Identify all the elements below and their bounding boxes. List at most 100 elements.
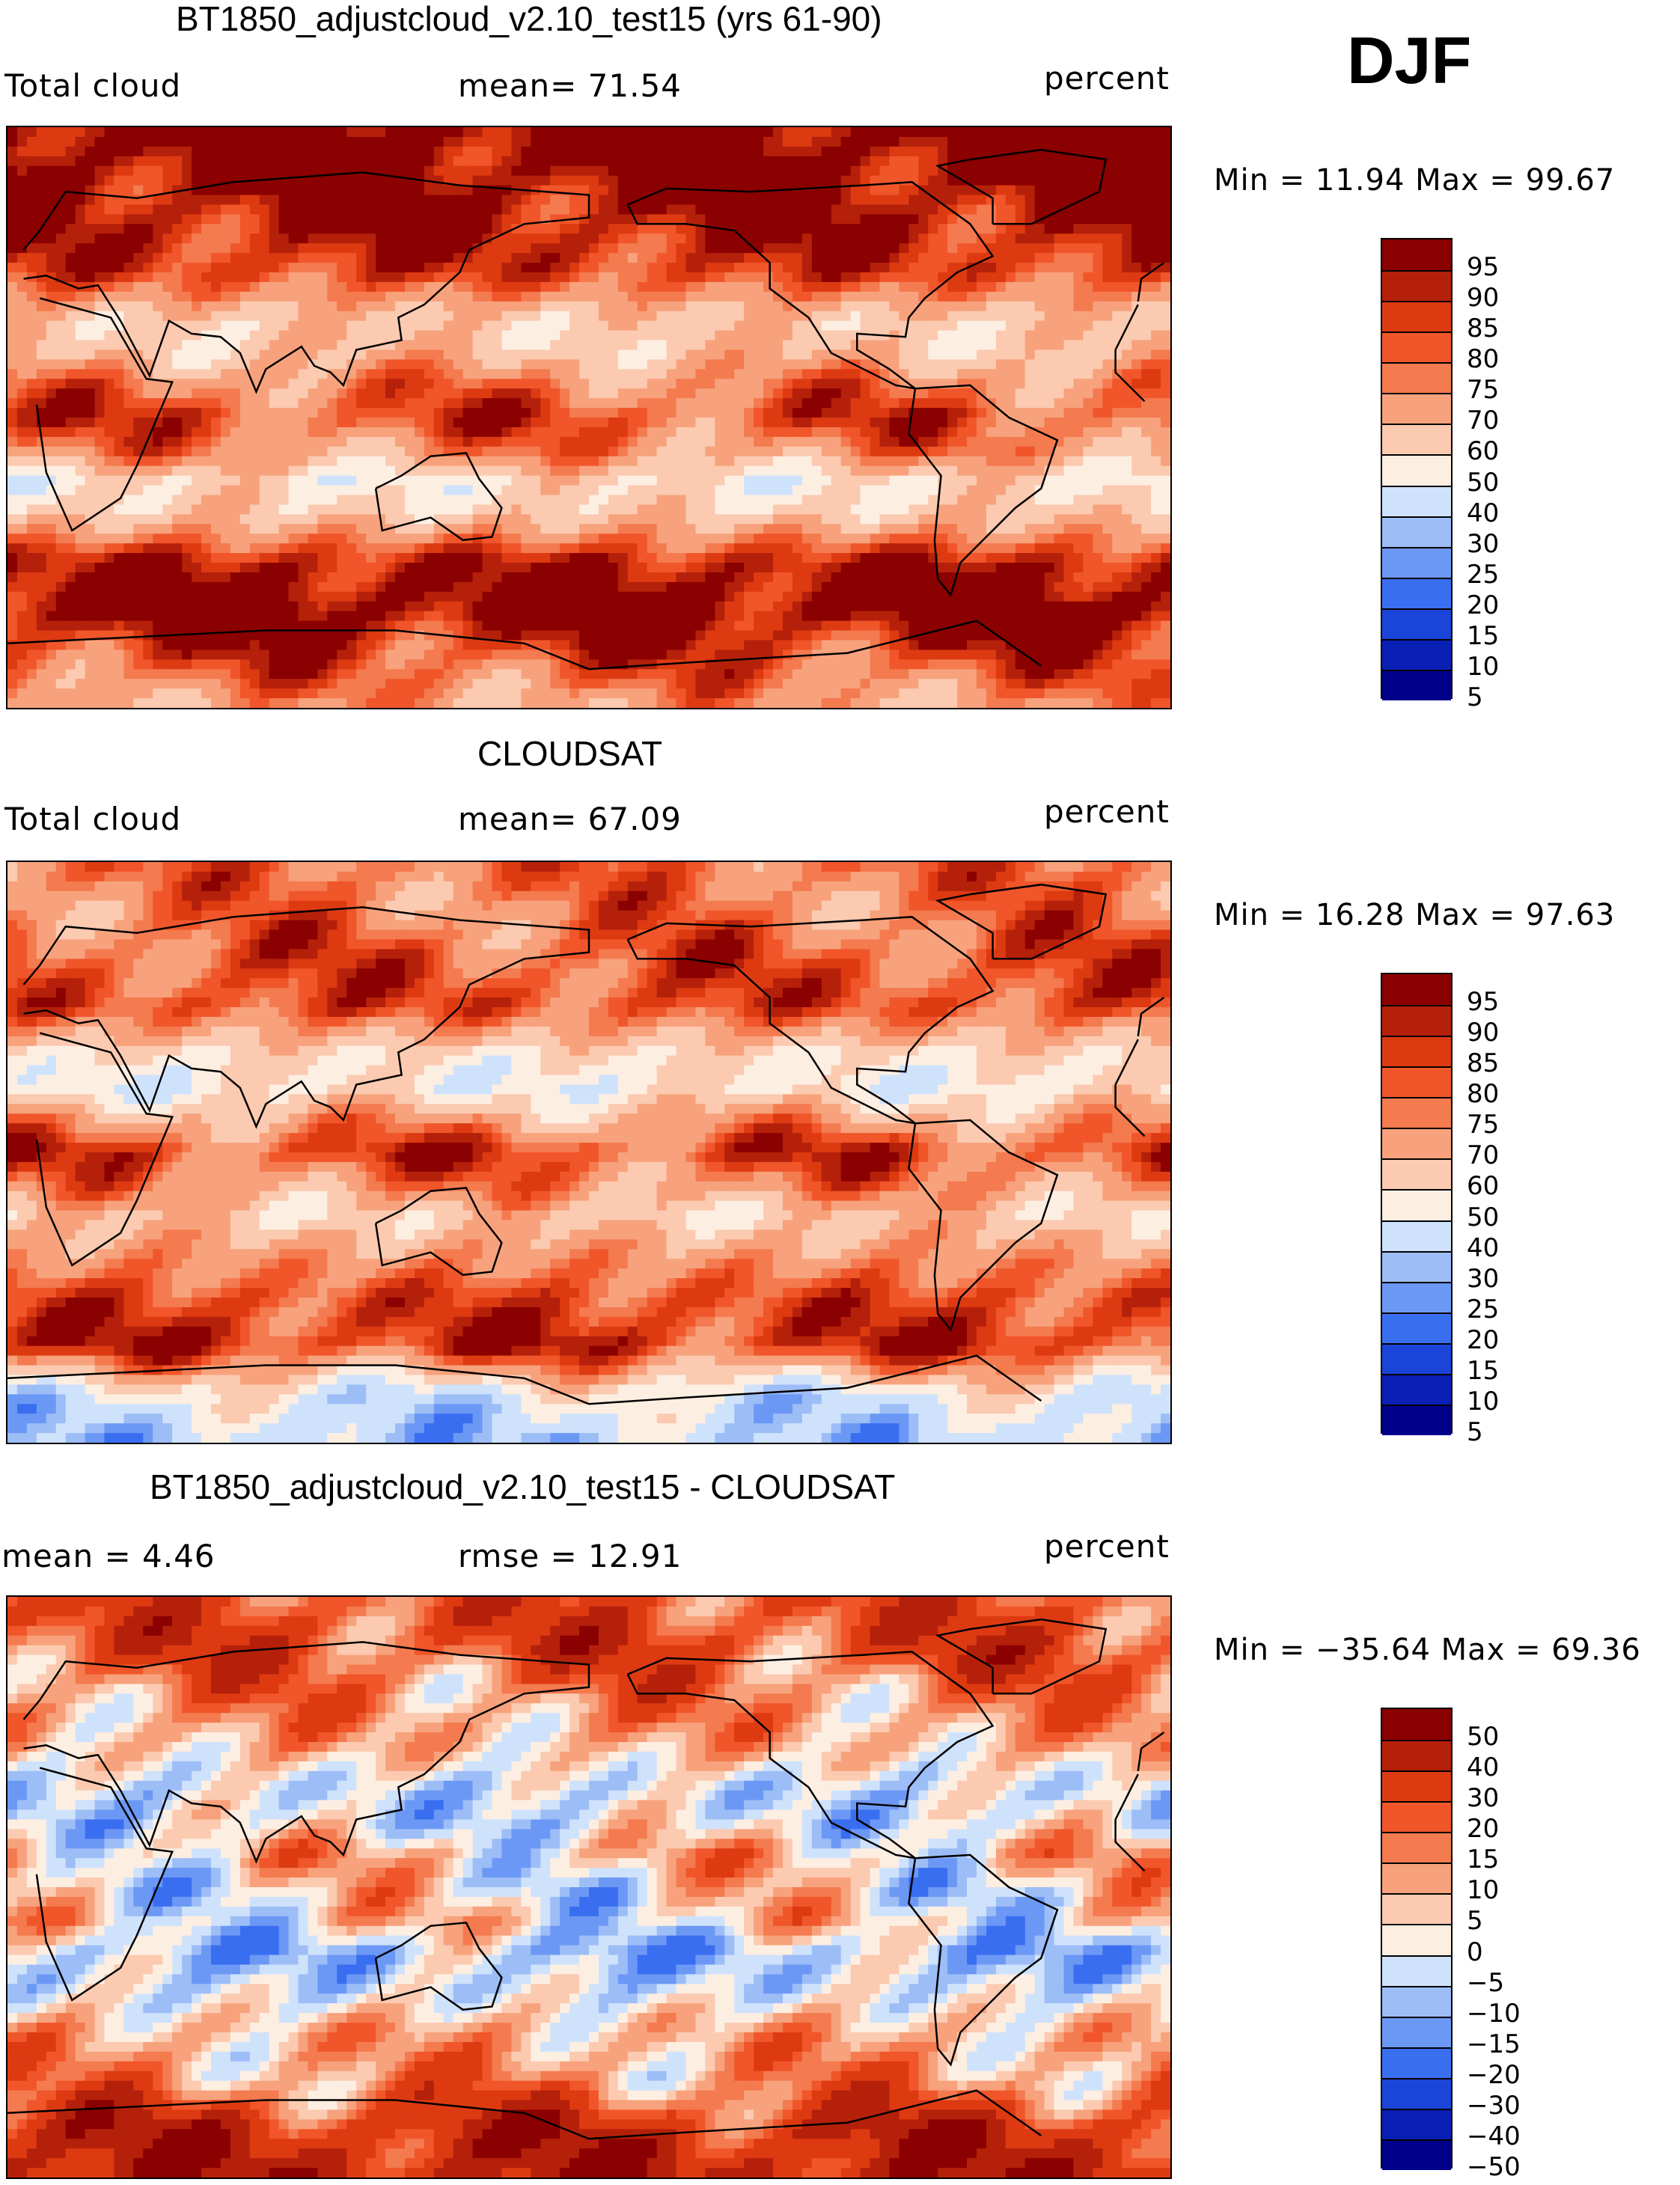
field-cell (230, 514, 241, 525)
field-cell (811, 301, 822, 312)
field-cell (182, 349, 192, 360)
field-cell (1073, 514, 1084, 525)
field-cell (1054, 301, 1065, 312)
field-cell (327, 504, 337, 515)
field-cell (889, 224, 899, 234)
field-cell (317, 349, 328, 360)
field-cell (918, 495, 929, 505)
field-cell (1141, 127, 1152, 138)
field-cell (1005, 349, 1016, 360)
field-cell (617, 330, 629, 341)
field-cell (531, 243, 541, 254)
field-cell (656, 272, 668, 283)
field-cell (46, 156, 57, 167)
field-cell (899, 243, 909, 254)
field-cell (724, 427, 735, 438)
field-cell (182, 272, 192, 283)
field-cell (986, 165, 997, 177)
field-cell (967, 156, 977, 167)
field-cell (424, 127, 435, 138)
field-cell (492, 253, 503, 263)
field-cell (957, 408, 968, 418)
field-cell (259, 456, 270, 467)
field-cell (7, 340, 18, 351)
field-cell (1024, 195, 1036, 206)
field-cell (298, 388, 309, 399)
field-cell (608, 243, 619, 254)
field-cell (1063, 388, 1075, 399)
field-cell (1151, 340, 1161, 351)
field-cell (531, 156, 541, 167)
field-cell (404, 136, 415, 147)
field-cell (850, 165, 861, 177)
field-cell (259, 398, 270, 409)
field-cell (792, 320, 803, 331)
field-cell (550, 427, 560, 438)
field-cell (366, 136, 376, 147)
field-cell (744, 185, 754, 196)
field-cell (1073, 436, 1084, 447)
field-cell (1083, 291, 1093, 302)
field-cell (298, 224, 309, 234)
field-cell (1112, 408, 1122, 418)
field-cell (453, 398, 464, 409)
field-cell (356, 301, 367, 312)
field-cell (899, 214, 909, 224)
field-cell (918, 165, 929, 177)
field-cell (482, 427, 493, 438)
field-cell (308, 388, 318, 399)
field-cell (443, 127, 454, 138)
field-cell (589, 340, 599, 351)
field-cell (754, 465, 764, 477)
field-cell (995, 340, 1007, 351)
field-cell (1073, 272, 1084, 283)
field-cell (918, 340, 929, 351)
field-cell (153, 156, 163, 167)
field-cell (16, 475, 28, 486)
field-cell (1054, 330, 1065, 341)
field-cell (579, 465, 590, 477)
field-cell (298, 253, 309, 263)
field-cell (783, 311, 793, 322)
field-cell (569, 320, 580, 331)
field-cell (269, 388, 280, 399)
field-cell (1112, 272, 1122, 283)
field-cell (55, 408, 67, 418)
field-cell (443, 224, 454, 234)
field-cell (957, 495, 968, 505)
field-cell (579, 243, 590, 254)
field-cell (385, 263, 396, 273)
field-cell (356, 263, 367, 273)
field-cell (356, 204, 367, 215)
field-cell (850, 436, 861, 447)
field-cell (172, 291, 183, 302)
field-cell (870, 495, 881, 505)
field-cell (792, 204, 803, 215)
field-cell (1112, 388, 1122, 399)
field-cell (75, 504, 86, 515)
field-cell (511, 524, 522, 534)
field-cell (269, 195, 280, 206)
panel1-title: BT1850_adjustcloud_v2.10_test15 (yrs 61-… (176, 0, 882, 39)
field-cell (947, 146, 958, 157)
field-cell (356, 524, 367, 534)
field-cell (608, 427, 619, 438)
field-cell (162, 359, 173, 370)
field-cell (1015, 263, 1026, 273)
map-field (7, 127, 1170, 708)
field-cell (366, 156, 376, 167)
field-cell (75, 495, 86, 505)
field-cell (472, 408, 483, 418)
field-cell (860, 427, 871, 438)
field-cell (695, 398, 706, 409)
field-cell (1093, 388, 1103, 399)
field-cell (617, 263, 629, 273)
field-cell (783, 475, 793, 486)
field-cell (1102, 320, 1113, 331)
field-cell (560, 485, 570, 496)
field-cell (55, 320, 67, 331)
field-cell (899, 146, 909, 157)
field-cell (7, 349, 18, 360)
field-cell (1083, 495, 1093, 505)
field-cell (1015, 340, 1026, 351)
